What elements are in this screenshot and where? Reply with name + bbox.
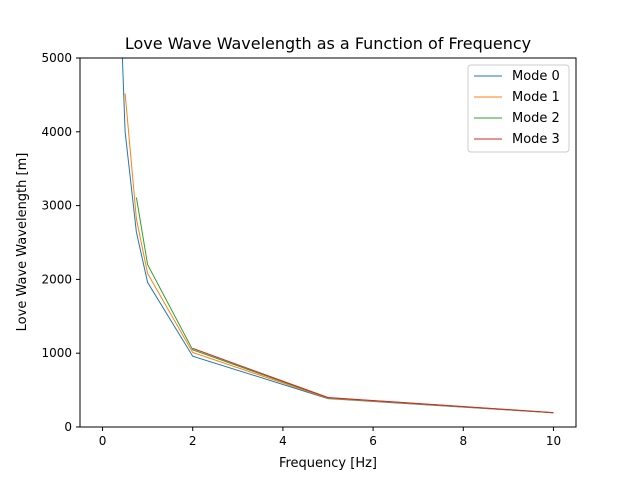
y-tick-label: 1000: [41, 346, 72, 360]
axes-layer: 0 2 4 6 8 10 0 1000 2000 3000 4000 5000: [41, 51, 561, 448]
y-axis-label: Love Wave Wavelength [m]: [15, 153, 30, 332]
x-tick-label: 4: [279, 434, 287, 448]
series-layer: [121, 58, 554, 414]
x-tick-label: 0: [99, 434, 107, 448]
x-axis-label: Frequency [Hz]: [279, 456, 377, 471]
legend-box: [467, 64, 570, 153]
legend: Mode 0 Mode 1 Mode 2 Mode 3: [467, 64, 570, 153]
y-tick-label: 0: [64, 420, 72, 434]
legend-label-mode-2: Mode 2: [512, 111, 560, 126]
legend-label-mode-3: Mode 3: [512, 132, 560, 147]
legend-label-mode-0: Mode 0: [512, 69, 560, 84]
plot-frame: [79, 57, 577, 428]
chart-title: Love Wave Wavelength as a Function of Fr…: [125, 34, 531, 53]
x-tick-label: 2: [189, 434, 197, 448]
y-tick-label: 2000: [41, 272, 72, 286]
y-tick-label: 5000: [41, 51, 72, 65]
x-tick-label: 10: [546, 434, 561, 448]
x-tick-label: 8: [459, 434, 467, 448]
y-tick-label: 3000: [41, 199, 72, 213]
legend-label-mode-1: Mode 1: [512, 90, 560, 105]
y-tick-label: 4000: [41, 125, 72, 139]
series-line-mode-3: [192, 347, 554, 414]
x-tick-label: 6: [369, 434, 377, 448]
